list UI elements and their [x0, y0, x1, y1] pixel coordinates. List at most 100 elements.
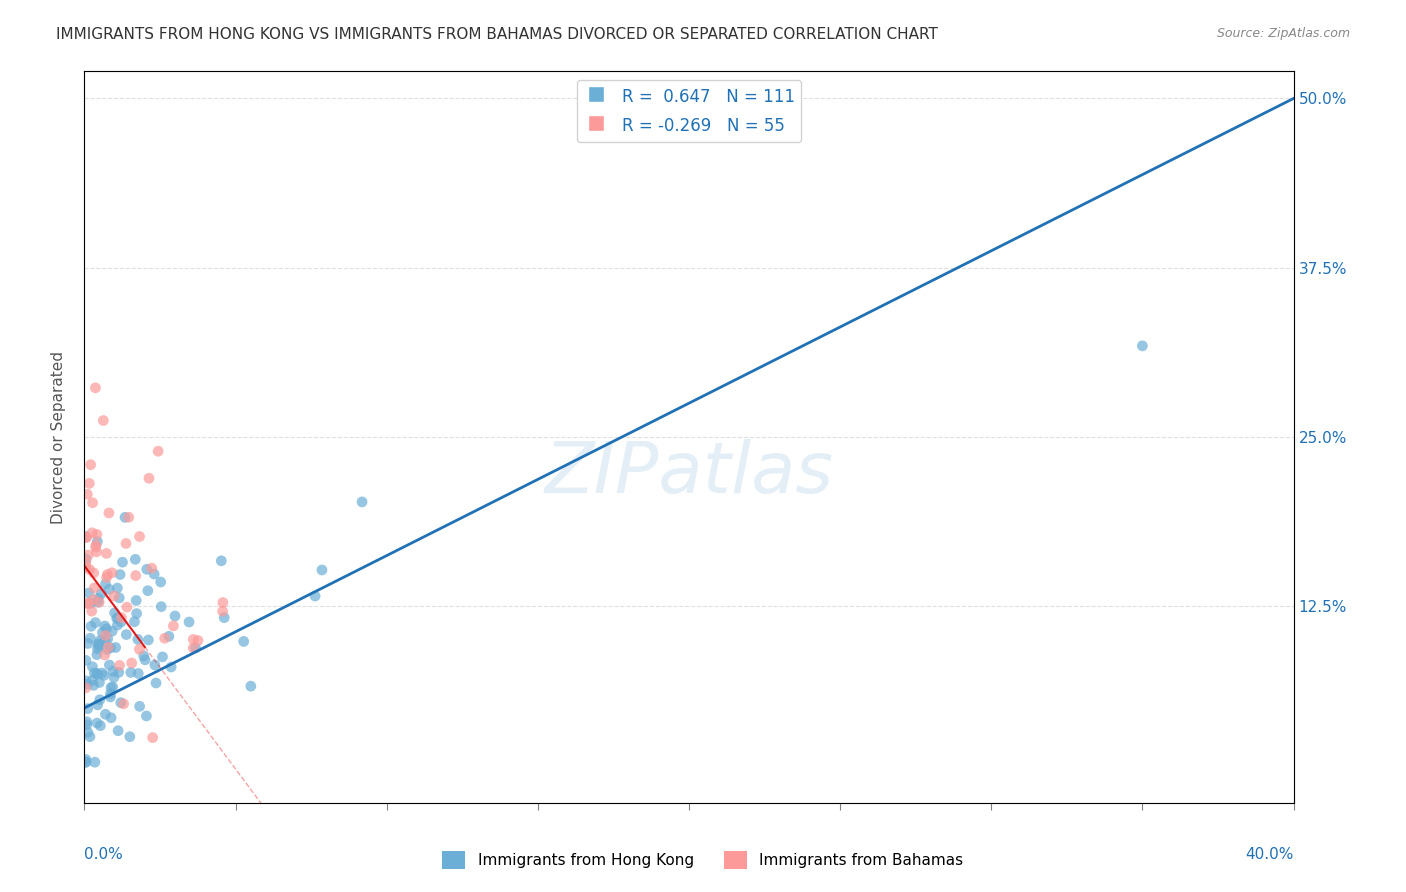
Point	[83, 665, 105, 680]
Point	[142, 731, 165, 745]
Point	[149, 574, 172, 589]
Point	[181, 632, 204, 647]
Point	[101, 665, 124, 679]
Point	[118, 730, 141, 744]
Point	[105, 611, 128, 625]
Point	[101, 624, 124, 639]
Point	[96, 622, 118, 636]
Point	[89, 719, 111, 733]
Point	[75, 552, 97, 566]
Text: Source: ZipAtlas.com: Source: ZipAtlas.com	[1216, 27, 1350, 40]
Point	[83, 755, 105, 769]
Point	[150, 599, 173, 614]
Point	[76, 530, 98, 544]
Point	[157, 629, 180, 643]
Point	[86, 534, 108, 549]
Point	[232, 634, 254, 648]
Point	[75, 531, 97, 545]
Point	[89, 633, 111, 648]
Point	[77, 548, 100, 562]
Point	[100, 711, 122, 725]
Point	[97, 506, 120, 520]
Point	[115, 600, 138, 615]
Point	[83, 581, 105, 595]
Point	[94, 577, 117, 591]
Point	[82, 673, 104, 688]
Point	[114, 510, 136, 524]
Point	[96, 567, 118, 582]
Point	[96, 570, 118, 584]
Point	[82, 592, 104, 607]
Point	[112, 697, 135, 711]
Point	[107, 723, 129, 738]
Point	[135, 562, 157, 576]
Point	[94, 633, 117, 648]
Point	[160, 660, 183, 674]
Point	[136, 583, 159, 598]
Point	[128, 642, 150, 657]
Point	[103, 589, 125, 603]
Point	[79, 476, 101, 491]
Point	[100, 681, 122, 695]
Point	[121, 656, 143, 670]
Point	[97, 640, 120, 655]
Point	[80, 619, 103, 633]
Point	[84, 381, 107, 395]
Point	[94, 628, 117, 642]
Point	[91, 625, 114, 640]
Point	[80, 596, 103, 610]
Point	[143, 567, 166, 582]
Point	[86, 666, 108, 681]
Point	[107, 665, 129, 680]
Point	[105, 581, 128, 595]
Point	[211, 604, 233, 618]
Point	[86, 667, 108, 681]
Point	[128, 529, 150, 543]
Point	[91, 666, 114, 681]
Point	[84, 540, 107, 554]
Point	[110, 696, 132, 710]
Point	[124, 615, 146, 629]
Point	[184, 640, 207, 655]
Point	[75, 555, 97, 569]
Point	[187, 633, 209, 648]
Point	[132, 648, 155, 663]
Point	[93, 648, 115, 662]
Point	[90, 586, 112, 600]
Point	[86, 641, 108, 656]
Point	[75, 529, 97, 543]
Point	[125, 568, 148, 582]
Point	[83, 678, 105, 692]
Point	[209, 554, 232, 568]
Point	[350, 495, 373, 509]
Point	[163, 609, 186, 624]
Point	[93, 619, 115, 633]
Point	[76, 714, 98, 729]
Point	[311, 563, 333, 577]
Point	[76, 677, 98, 691]
Point	[76, 487, 98, 501]
Point	[107, 611, 129, 625]
Point	[212, 610, 235, 624]
Point	[107, 618, 129, 632]
Point	[80, 604, 103, 618]
Point	[76, 701, 98, 715]
Point	[100, 687, 122, 701]
Point	[145, 676, 167, 690]
Point	[125, 593, 148, 607]
Point	[96, 642, 118, 657]
Point	[138, 632, 160, 647]
Point	[79, 562, 101, 576]
Point	[118, 510, 141, 524]
Point	[76, 597, 98, 611]
Point	[98, 582, 121, 597]
Point	[141, 561, 163, 575]
Point	[86, 527, 108, 541]
Point	[138, 471, 160, 485]
Point	[110, 615, 132, 629]
Point	[75, 752, 97, 766]
Point	[103, 670, 125, 684]
Point	[91, 413, 114, 427]
Point	[89, 675, 111, 690]
Point	[77, 586, 100, 600]
